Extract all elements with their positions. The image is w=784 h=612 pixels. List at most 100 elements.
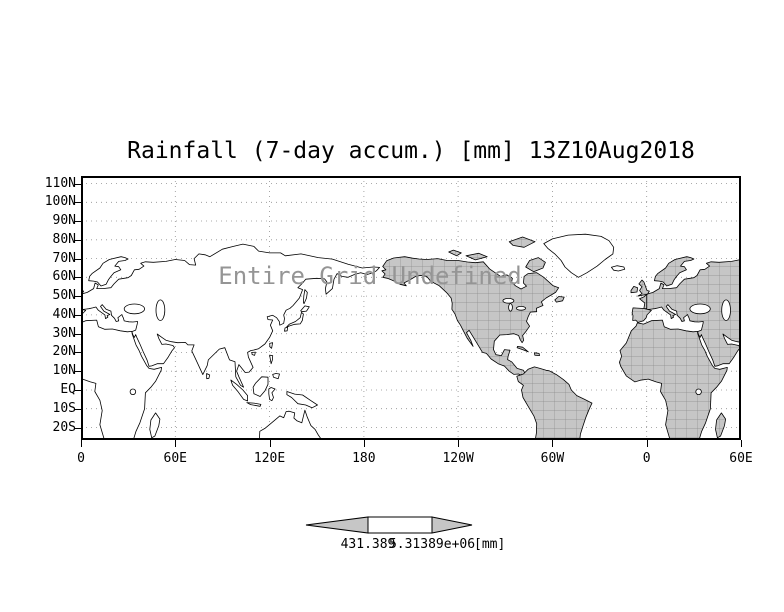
lat-tick-label: 110N	[44, 175, 76, 191]
coastline-hispan	[534, 352, 540, 356]
coastline-banks	[448, 249, 462, 257]
lon-tick-label: 0	[642, 451, 651, 466]
coastline-newguinea	[286, 391, 318, 409]
lake	[695, 388, 702, 395]
lat-tick-mark	[75, 221, 81, 223]
lat-tick-mark	[75, 277, 81, 279]
coastline-taiwan	[269, 342, 273, 349]
colorbar-left-arrow-icon	[305, 516, 369, 534]
lake	[129, 388, 137, 395]
lake	[502, 298, 515, 304]
lon-tick-mark	[269, 440, 271, 447]
coastline-iceland	[611, 265, 626, 272]
lat-tick-mark	[75, 371, 81, 373]
coastline-eurasia	[81, 243, 380, 388]
coastline-sakhalin	[303, 289, 308, 304]
coastline-ireland	[630, 286, 638, 294]
coastline-hokkaido	[300, 305, 310, 313]
lon-tick-mark	[458, 440, 460, 447]
coastline-francew	[639, 293, 648, 310]
coastline-hainan	[251, 351, 256, 356]
undefined-grid-watermark: Entire Grid Undefined	[218, 262, 522, 290]
lat-tick-mark	[75, 333, 81, 335]
coastline-cuba	[516, 346, 529, 353]
lat-tick-mark	[75, 389, 81, 391]
lat-tick-label: 60N	[52, 269, 76, 285]
lat-tick-mark	[75, 239, 81, 241]
lat-tick-label: 80N	[52, 231, 76, 247]
lon-tick-mark	[81, 440, 82, 447]
lat-tick-mark	[75, 352, 81, 354]
lat-tick-label: 70N	[52, 250, 76, 266]
coastline-ellesmere	[508, 236, 536, 248]
plot-title: Rainfall (7-day accum.) [mm] 13Z10Aug201…	[127, 138, 695, 164]
lat-tick-mark	[75, 314, 81, 316]
coastline-australia	[259, 409, 323, 440]
lat-tick-label: 40N	[52, 306, 76, 322]
coastline-luzon	[269, 354, 274, 365]
lat-tick-label: EQ	[60, 381, 76, 397]
lake	[721, 299, 731, 321]
coastline-borneo	[252, 376, 269, 397]
coastline-srilanka	[206, 373, 211, 380]
lat-tick-label: 20S	[52, 419, 76, 435]
lon-tick-mark	[175, 440, 177, 447]
lon-tick-mark	[741, 440, 742, 447]
coastline-scand	[654, 256, 695, 287]
coastline-africa	[81, 319, 162, 440]
lat-tick-mark	[75, 202, 81, 204]
coastline-sumatra	[230, 379, 248, 402]
lat-tick-label: 20N	[52, 344, 76, 360]
coastline-iberia	[631, 307, 652, 323]
lat-tick-label: 50N	[52, 288, 76, 304]
lon-tick-mark	[363, 440, 365, 447]
coastline-africa	[619, 319, 728, 440]
lon-tick-label: 180	[352, 451, 376, 466]
lake	[515, 306, 527, 311]
lat-tick-label: 100N	[44, 194, 76, 210]
coastline-scand	[88, 256, 129, 287]
lon-tick-label: 60W	[540, 451, 565, 466]
map-frame	[81, 176, 741, 440]
lat-tick-label: 30N	[52, 325, 76, 341]
lake	[689, 303, 711, 315]
lon-tick-label: 0	[77, 451, 85, 466]
coastline-mindanao	[272, 373, 280, 380]
coastline-uk	[637, 279, 650, 297]
lat-tick-mark	[75, 427, 81, 429]
lon-tick-mark	[552, 440, 554, 447]
coastline-honshu	[286, 312, 304, 328]
lon-tick-label: 120E	[253, 451, 286, 466]
lat-tick-mark	[75, 408, 81, 410]
lat-tick-label: 10N	[52, 363, 76, 379]
lat-tick-label: 90N	[52, 213, 76, 229]
colorbar-max-label: 5.31389e+06	[388, 537, 476, 552]
lake	[123, 303, 146, 315]
coastline-greenl	[543, 233, 615, 278]
colorbar-min-label: 431.389	[340, 537, 396, 552]
coastline-sulawesi	[268, 387, 276, 402]
colorbar-right-arrow-icon	[431, 516, 473, 534]
coastline-samer	[516, 366, 593, 440]
world-map	[81, 176, 741, 440]
lon-tick-label: 60E	[163, 451, 188, 466]
coastline-madag	[715, 412, 726, 439]
coastline-madag	[149, 412, 161, 439]
coastline-baffin	[525, 257, 546, 273]
colorbar-box	[367, 516, 433, 534]
coastline-victoria	[465, 252, 488, 261]
lat-tick-label: 10S	[52, 400, 76, 416]
lat-tick-mark	[75, 183, 81, 185]
lat-tick-mark	[75, 296, 81, 298]
coastline-newf	[554, 296, 565, 303]
coastline-java	[246, 402, 262, 407]
coastline-namer	[381, 256, 560, 377]
colorbar-units-label: [mm]	[474, 537, 506, 552]
lon-tick-label: 60E	[729, 451, 753, 466]
lon-tick-mark	[646, 440, 648, 447]
lake	[155, 299, 166, 321]
lake	[508, 303, 513, 312]
lat-tick-mark	[75, 258, 81, 260]
map-plot-area: Entire Grid Undefined	[81, 176, 741, 440]
